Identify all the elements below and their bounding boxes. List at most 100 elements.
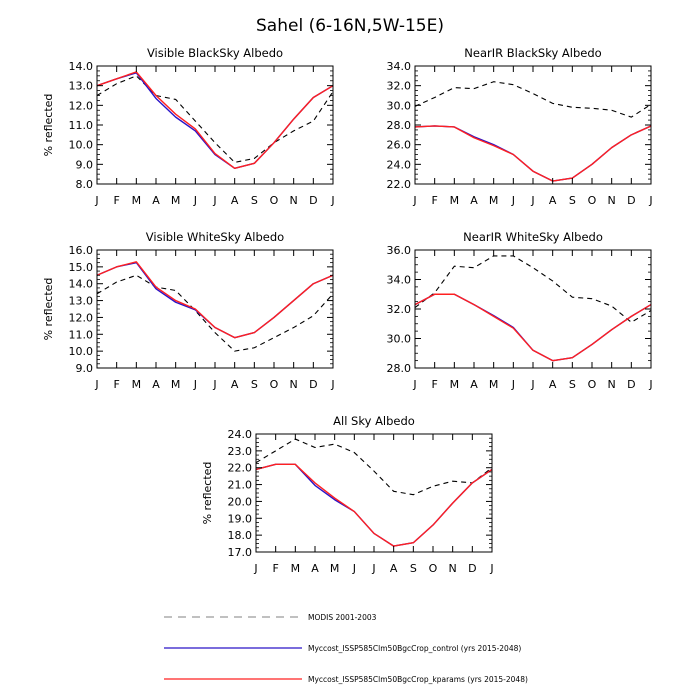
x-tick-label: S [410,562,417,575]
plot-frame [255,433,493,553]
y-tick-label: 34.0 [387,60,412,73]
legend: MODIS 2001-2003 Myccost_ISSP585Clm50BgcC… [164,613,528,684]
y-tick-label: 11.0 [69,328,94,341]
x-tick-label: N [290,378,298,391]
x-tick-label: J [94,194,98,207]
x-tick-label: J [352,562,356,575]
chart-panel: All Sky Albedo % reflected 17.0 18.0 19.0 20.… [201,414,494,575]
x-tick-label: M [489,194,499,207]
x-tick-label: M [489,378,499,391]
x-tick-label: A [152,378,160,391]
x-tick-label: F [432,194,438,207]
y-tick-label: 15.0 [69,261,94,274]
y-tick-label: 16.0 [69,244,94,257]
y-tick-label: 13.0 [69,295,94,308]
x-tick-label: O [270,378,279,391]
chart-panel: NearIR WhiteSky Albedo 28.0 30.0 32.0 34.0 36… [387,230,653,391]
x-tick-label: J [489,562,493,575]
x-tick-label: A [152,194,160,207]
series-line-modis [414,255,652,323]
y-tick-label: 10.0 [69,139,94,152]
y-tick-label: 32.0 [387,303,412,316]
series-line-modis [255,438,493,496]
y-tick-label: 21.0 [228,479,253,492]
x-tick-label: F [432,378,438,391]
x-tick-label: M [291,562,301,575]
x-tick-label: A [549,378,557,391]
y-tick-label: 14.0 [69,60,94,73]
x-tick-label: J [371,562,375,575]
y-tick-label: 12.0 [69,99,94,112]
x-tick-label: J [648,378,652,391]
plot-frame [96,249,334,369]
series-line-control [96,71,334,169]
x-tick-label: N [608,194,616,207]
series-line-control [414,125,652,182]
y-tick-label: 22.0 [228,462,253,475]
panel-title: Visible WhiteSky Albedo [146,230,284,244]
x-tick-label: J [330,194,334,207]
series-line-control [96,261,334,339]
y-tick-label: 14.0 [69,278,94,291]
x-tick-label: J [530,378,534,391]
x-tick-label: N [290,194,298,207]
y-tick-label: 28.0 [387,119,412,132]
x-tick-label: M [171,378,181,391]
panel-title: NearIR WhiteSky Albedo [463,230,603,244]
x-tick-label: D [627,194,635,207]
x-tick-label: D [627,378,635,391]
x-tick-label: J [511,378,515,391]
x-tick-label: O [429,562,438,575]
series-line-modis [96,274,334,352]
x-tick-label: O [270,194,279,207]
y-tick-label: 24.0 [387,158,412,171]
chart-panels: Visible BlackSky Albedo % reflected 8.0 9.0… [42,46,653,575]
y-tick-label: 18.0 [228,529,253,542]
chart-panel: NearIR BlackSky Albedo 22.0 24.0 26.0 28.0 30… [387,46,653,207]
x-tick-label: S [251,378,258,391]
x-tick-label: J [212,194,216,207]
y-tick-label: 30.0 [387,99,412,112]
series-line-kparams [96,261,334,339]
x-tick-label: J [193,194,197,207]
x-tick-label: M [450,378,460,391]
x-tick-label: D [309,378,317,391]
chart-panel: Visible BlackSky Albedo % reflected 8.0 9.0… [42,46,335,207]
y-tick-label: 17.0 [228,546,253,559]
y-tick-label: 36.0 [387,244,412,257]
x-tick-label: M [132,194,142,207]
x-tick-label: J [94,378,98,391]
y-tick-label: 34.0 [387,274,412,287]
x-tick-label: J [253,562,257,575]
x-tick-label: J [530,194,534,207]
x-tick-label: O [588,194,597,207]
y-tick-label: 12.0 [69,311,94,324]
x-tick-label: S [251,194,258,207]
plot-frame [414,65,652,185]
chart-panel: Visible WhiteSky Albedo % reflected 9.0 10.… [42,230,335,391]
panel-title: NearIR BlackSky Albedo [464,46,601,60]
panel-title: All Sky Albedo [333,414,415,428]
y-tick-label: 9.0 [76,158,94,171]
legend-label-control: Myccost_ISSP585Clm50BgcCrop_control (yrs… [308,644,521,653]
y-tick-label: 8.0 [76,178,94,191]
x-tick-label: S [569,378,576,391]
y-tick-label: 23.0 [228,445,253,458]
panel-title: Visible BlackSky Albedo [147,46,283,60]
figure-title: Sahel (6-16N,5W-15E) [256,16,444,36]
x-tick-label: F [273,562,279,575]
x-tick-label: A [311,562,319,575]
y-tick-label: 10.0 [69,345,94,358]
y-tick-label: 32.0 [387,80,412,93]
y-tick-label: 13.0 [69,80,94,93]
x-tick-label: J [511,194,515,207]
x-tick-label: A [549,194,557,207]
x-tick-label: M [450,194,460,207]
x-tick-label: A [390,562,398,575]
x-tick-label: F [114,378,120,391]
x-tick-label: J [412,194,416,207]
x-tick-label: A [231,378,239,391]
y-tick-label: 28.0 [387,362,412,375]
x-tick-label: D [309,194,317,207]
y-axis-label: % reflected [42,94,55,157]
